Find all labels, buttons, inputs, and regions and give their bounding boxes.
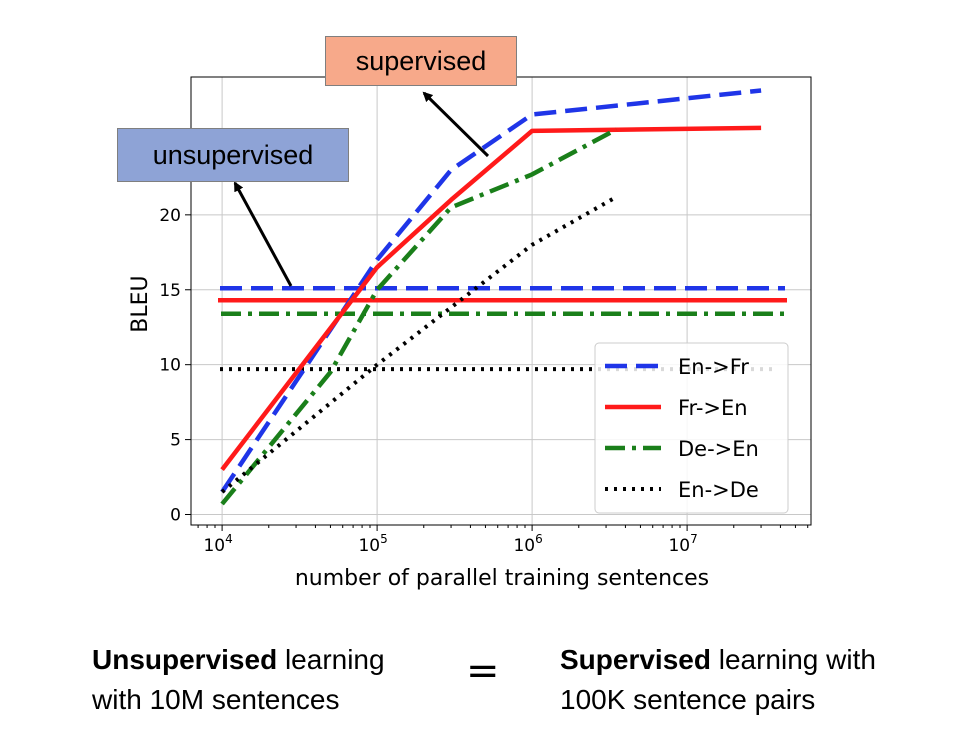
x-tick-exponent: 7 [690, 532, 698, 546]
y-tick-label: 10 [159, 356, 181, 376]
caption-left-bold: Unsupervised [92, 644, 278, 675]
caption-right-line1: Supervised learning with [560, 640, 876, 680]
y-axis-title: BLEU [128, 275, 153, 332]
y-tick-label: 15 [159, 281, 181, 301]
y-tick-label: 0 [170, 506, 181, 526]
series-line-de-en [220, 127, 618, 506]
legend-entries: En->Fr Fr->En De->En En->De [605, 355, 759, 502]
caption-right-rest: learning with [710, 644, 876, 675]
legend-label: En->Fr [678, 355, 749, 379]
x-tick-label: 107 [668, 532, 697, 556]
caption-left-line2: with 10M sentences [92, 684, 340, 715]
series-line-en-de [220, 195, 618, 494]
unsupervised-callout: unsupervised [117, 128, 349, 182]
axis-ticks [185, 214, 809, 531]
caption-unsupervised: Unsupervised learning with 10M sentences [92, 640, 385, 720]
y-tick-labels: 0 5 10 15 20 [159, 206, 181, 526]
series-line-fr-en [220, 125, 762, 471]
equals-sign: = [466, 648, 500, 694]
x-tick-exponent: 5 [380, 532, 388, 546]
caption-left-rest: learning [277, 644, 385, 675]
caption-left-line1: Unsupervised learning [92, 640, 385, 680]
x-tick-base: 10 [203, 536, 225, 556]
x-tick-label: 106 [513, 532, 542, 556]
x-tick-base: 10 [668, 536, 690, 556]
x-tick-label: 104 [203, 532, 232, 556]
unsupervised-callout-label: unsupervised [152, 139, 314, 170]
y-tick-label: 5 [170, 431, 181, 451]
legend-label: Fr->En [678, 396, 748, 420]
x-tick-base: 10 [358, 536, 380, 556]
x-tick-exponent: 4 [225, 532, 233, 546]
x-tick-base: 10 [513, 536, 535, 556]
caption-right-bold: Supervised [560, 644, 711, 675]
supervised-callout-label: supervised [355, 45, 487, 76]
chart-grid [191, 77, 811, 525]
supervised-arrow [422, 91, 490, 158]
caption-supervised: Supervised learning with 100K sentence p… [560, 640, 876, 720]
supervised-series [220, 88, 762, 506]
unsupervised-arrow [233, 181, 293, 287]
supervised-callout: supervised [325, 36, 517, 86]
x-tick-label: 105 [358, 532, 387, 556]
x-tick-labels: 104 105 106 107 [203, 532, 697, 556]
legend-label: En->De [678, 478, 759, 502]
unsupervised-baselines [218, 286, 787, 372]
y-tick-label: 20 [159, 206, 181, 226]
legend-frame [594, 342, 789, 514]
legend: En->Fr Fr->En De->En En->De [594, 342, 789, 514]
x-tick-exponent: 6 [535, 532, 543, 546]
x-axis-title: number of parallel training sentences [295, 566, 709, 591]
caption-right-line2: 100K sentence pairs [560, 684, 816, 715]
legend-label: De->En [678, 437, 759, 461]
